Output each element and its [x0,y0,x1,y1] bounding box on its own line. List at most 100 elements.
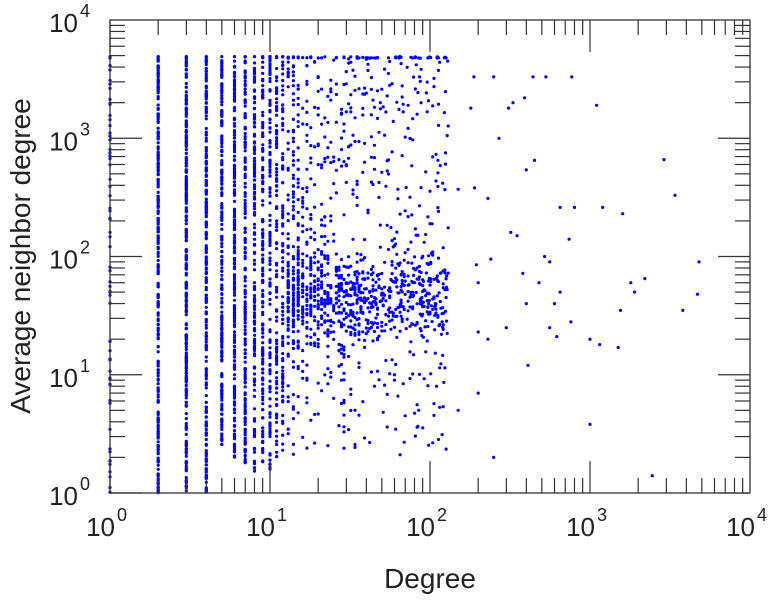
column-point [220,59,224,63]
dense-point [296,257,300,261]
column-point [243,420,247,424]
column-point [252,156,257,160]
dense-point [301,309,305,313]
column-point [243,226,247,230]
column-point [232,400,237,404]
dense-point [413,268,417,272]
column-point [252,117,257,121]
column-point [243,442,247,446]
dense-point [386,314,391,318]
dense-point [433,302,437,306]
column-point [184,357,188,361]
dense-point [402,283,406,287]
column-point [268,277,272,281]
dense-point [337,348,341,352]
dense-point [443,188,447,192]
column-point [243,328,247,332]
dense-point [442,380,446,384]
dense-point [368,290,372,294]
column-point [204,377,208,381]
column-point [268,243,272,247]
column-point [184,119,188,123]
column-point [268,150,272,155]
column-point [184,230,188,234]
column-point [232,330,237,334]
dense-point [380,324,384,328]
dense-point [342,355,346,359]
dense-point [361,106,365,110]
dense-point [291,214,295,218]
column-point [220,100,224,104]
dense-point [446,271,450,275]
dense-point [421,426,425,430]
column-point [184,421,188,426]
dense-point [390,279,394,283]
column-point [184,218,188,223]
tail-point [543,254,547,259]
column-point [281,309,285,314]
column-point [220,286,224,290]
column-point [275,143,279,147]
dense-point [357,338,361,342]
dense-point [342,295,346,299]
column-point [243,135,247,139]
column-point [232,87,237,91]
dense-point [286,281,290,285]
column-point [204,288,208,292]
column-point [204,110,208,115]
dense-point [332,330,336,334]
column-point [220,103,224,107]
column-point [275,269,279,273]
column-point [232,117,237,122]
column-point [156,87,160,91]
dense-point [383,260,387,264]
column-point [232,241,237,245]
dense-point [435,294,439,298]
dense-point [296,177,300,181]
tail-point [523,96,527,100]
column-point [156,427,160,431]
column-point [232,437,237,441]
dense-point [291,245,295,249]
column-point [281,212,285,216]
dense-point [409,240,413,244]
dense-point [320,389,324,393]
dense-point [405,65,409,69]
dense-point [433,304,437,308]
dense-point [332,155,336,159]
dense-point [323,254,327,258]
tail-point [697,260,701,264]
column-point [156,359,160,363]
column-point [243,432,247,437]
dense-point [434,307,438,311]
dense-point [384,110,388,114]
dense-point [400,290,404,294]
tail-point [532,158,537,162]
column-point [243,279,247,283]
column-point [184,327,188,331]
dense-point [433,328,437,332]
column-point [232,373,237,377]
column-point [261,391,265,396]
column-point [268,174,272,178]
dense-point [364,332,368,336]
dense-point [347,57,351,61]
column-point [268,397,272,401]
column-point [252,159,257,163]
dense-point [353,273,357,277]
column-point [204,370,208,374]
dense-point [446,226,450,230]
dense-point [371,271,375,275]
column-point [275,179,279,183]
dense-point [371,300,375,304]
column-point [275,247,279,251]
dense-point [445,274,449,278]
dense-point [309,282,313,286]
dense-point [342,277,346,282]
dense-point [305,99,309,103]
dense-point [434,179,438,183]
column-point [232,65,237,69]
top-point [305,56,309,60]
dense-point [329,90,333,94]
column-point [184,454,188,458]
